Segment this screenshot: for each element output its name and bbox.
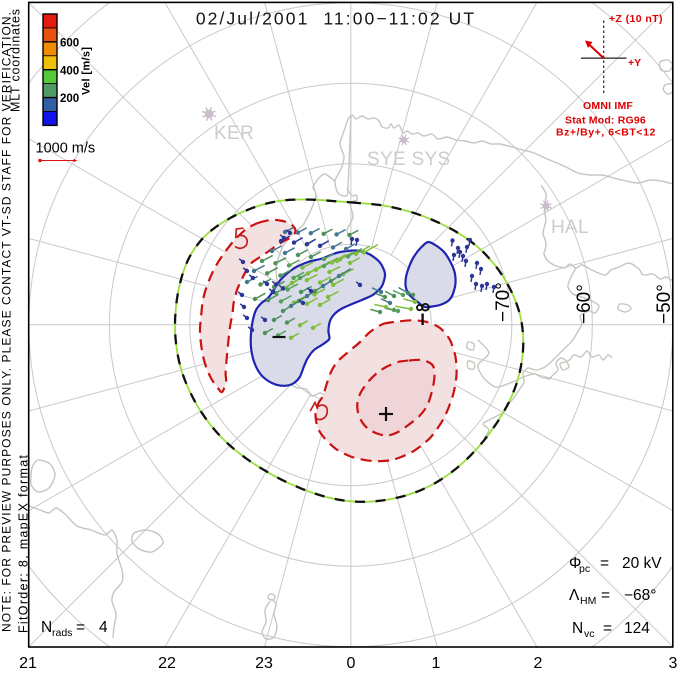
svg-text:1000 m/s: 1000 m/s — [36, 141, 96, 157]
svg-text:Vel [m/s]: Vel [m/s] — [81, 47, 93, 95]
svg-text:vc: vc — [584, 628, 595, 640]
svg-text:OMNI IMF: OMNI IMF — [583, 100, 633, 112]
svg-text:Bz+/By+, 6<BT<12: Bz+/By+, 6<BT<12 — [556, 127, 656, 139]
svg-text:−60°: −60° — [574, 284, 595, 324]
svg-text:600: 600 — [60, 38, 79, 50]
svg-text:02/Jul/2001 11:00−11:02 UT: 02/Jul/2001 11:00−11:02 UT — [196, 9, 476, 29]
svg-text:MLT coordinates: MLT coordinates — [9, 9, 23, 112]
svg-text:+Z (10 nT): +Z (10 nT) — [609, 13, 663, 25]
svg-text:=: = — [600, 555, 609, 572]
svg-text:23: 23 — [255, 655, 273, 672]
svg-text:3: 3 — [669, 655, 678, 672]
svg-text:−70°: −70° — [493, 282, 514, 322]
svg-text:pc: pc — [579, 563, 590, 575]
svg-text:0: 0 — [347, 655, 356, 672]
svg-text:−50°: −50° — [654, 284, 675, 324]
svg-text:1: 1 — [432, 655, 441, 672]
svg-text:HAL: HAL — [551, 217, 589, 238]
svg-text:SYE SYS: SYE SYS — [367, 149, 450, 170]
svg-text:N: N — [572, 620, 583, 637]
svg-text:HM: HM — [580, 595, 596, 607]
svg-text:Λ: Λ — [569, 587, 580, 604]
svg-text:20 kV: 20 kV — [622, 555, 662, 572]
svg-text:rads: rads — [52, 627, 72, 639]
svg-text:2: 2 — [534, 655, 543, 672]
svg-text:4: 4 — [99, 619, 108, 636]
svg-text:FitOrder: 8, mapEX format: FitOrder: 8, mapEX format — [17, 454, 31, 633]
svg-text:KER: KER — [214, 123, 254, 144]
svg-text:N: N — [41, 619, 52, 636]
svg-text:22: 22 — [158, 655, 176, 672]
svg-text:21: 21 — [19, 655, 37, 672]
svg-text:200: 200 — [60, 93, 79, 105]
svg-text:=: = — [601, 587, 610, 604]
svg-text:=: = — [603, 620, 612, 637]
svg-text:400: 400 — [60, 65, 79, 77]
svg-text:Stat Mod: RG96: Stat Mod: RG96 — [565, 115, 646, 127]
svg-text:124: 124 — [624, 620, 650, 637]
svg-text:=: = — [76, 619, 85, 636]
svg-text:−68°: −68° — [624, 587, 657, 604]
svg-text:+Y: +Y — [628, 57, 641, 69]
